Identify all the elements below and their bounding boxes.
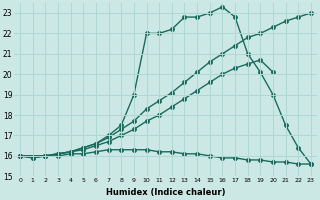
X-axis label: Humidex (Indice chaleur): Humidex (Indice chaleur) [106,188,225,197]
